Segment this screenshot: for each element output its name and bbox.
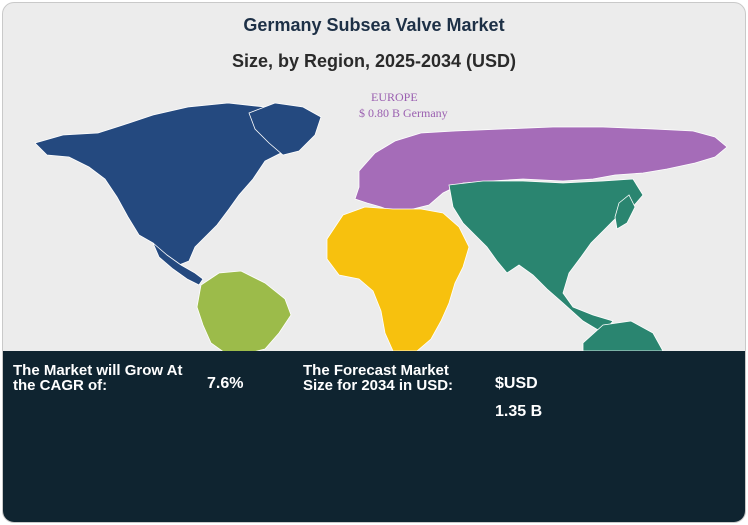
region-japan [614, 194, 636, 230]
forecast-value-line1: $USD [495, 375, 538, 392]
world-map [34, 102, 728, 354]
stats-panel: The Market will Grow At the CAGR of: 7.6… [3, 351, 745, 522]
forecast-label: The Forecast Market Size for 2034 in USD… [303, 362, 454, 394]
cagr-label: The Market will Grow At the CAGR of: [13, 362, 183, 394]
europe-callout: EUROPE $ 0.80 B Germany [303, 89, 503, 121]
cagr-value: 7.6% [207, 375, 244, 392]
callout-region-label: EUROPE [371, 90, 418, 104]
chart-subtitle: Size, by Region, 2025-2034 (USD) [231, 51, 517, 71]
region-asia-pacific [448, 178, 644, 334]
region-north-america [34, 102, 304, 266]
callout-value-label: $ 0.80 B Germany [359, 106, 448, 120]
region-central-america [152, 242, 204, 286]
chart-title: Germany Subsea Valve Market [243, 15, 505, 35]
region-greenland [248, 102, 322, 156]
region-mea [326, 206, 470, 352]
forecast-value-line2: 1.35 B [495, 403, 543, 420]
region-latin-america [196, 270, 292, 354]
